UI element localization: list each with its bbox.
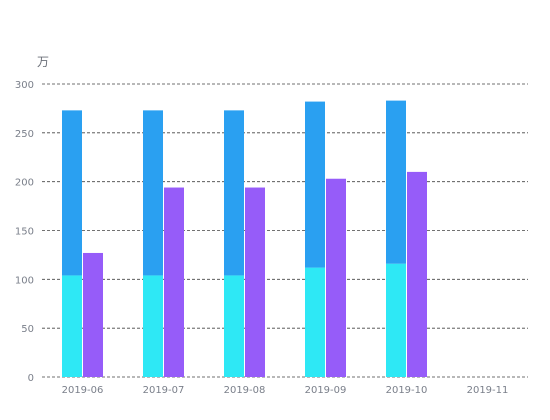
bar-side-2019-06: [83, 252, 103, 377]
x-tick-label: 2019-06: [62, 385, 104, 396]
y-tick-label: 150: [15, 227, 34, 238]
x-axis-ticks: 2019-06 2019-07 2019-08 2019-09 2019-10 2019-…: [62, 385, 509, 396]
x-tick-label: 2019-08: [224, 385, 266, 396]
y-tick-label: 0: [28, 373, 34, 384]
bar-side-2019-07: [164, 187, 184, 377]
bar-stack-0-2019-08: [224, 275, 244, 377]
bar-stack-1-2019-06: [62, 110, 82, 276]
y-tick-label: 50: [21, 324, 34, 335]
gridlines: [42, 83, 528, 378]
bar-stack-1-2019-10: [386, 100, 406, 264]
bar-stack-1-2019-07: [143, 110, 163, 276]
bars: [62, 100, 427, 377]
bar-side-2019-09: [326, 178, 346, 377]
bar-stack-1-2019-09: [305, 101, 325, 268]
bar-side-2019-10: [407, 171, 427, 377]
x-tick-label: 2019-10: [386, 385, 428, 396]
y-tick-label: 200: [15, 178, 34, 189]
x-tick-label: 2019-07: [143, 385, 185, 396]
y-tick-label: 300: [15, 80, 34, 91]
bar-stack-0-2019-10: [386, 263, 406, 377]
bar-side-2019-08: [245, 187, 265, 377]
y-tick-label: 250: [15, 129, 34, 140]
y-unit-label: 万: [37, 55, 49, 69]
x-tick-label: 2019-11: [467, 385, 509, 396]
x-tick-label: 2019-09: [305, 385, 347, 396]
bar-stack-0-2019-09: [305, 267, 325, 377]
bar-stack-1-2019-08: [224, 110, 244, 276]
bar-stack-0-2019-07: [143, 275, 163, 377]
bar-stack-0-2019-06: [62, 275, 82, 377]
y-axis-ticks: 0 50 100 150 200 250 300: [15, 80, 34, 384]
y-tick-label: 100: [15, 275, 34, 286]
